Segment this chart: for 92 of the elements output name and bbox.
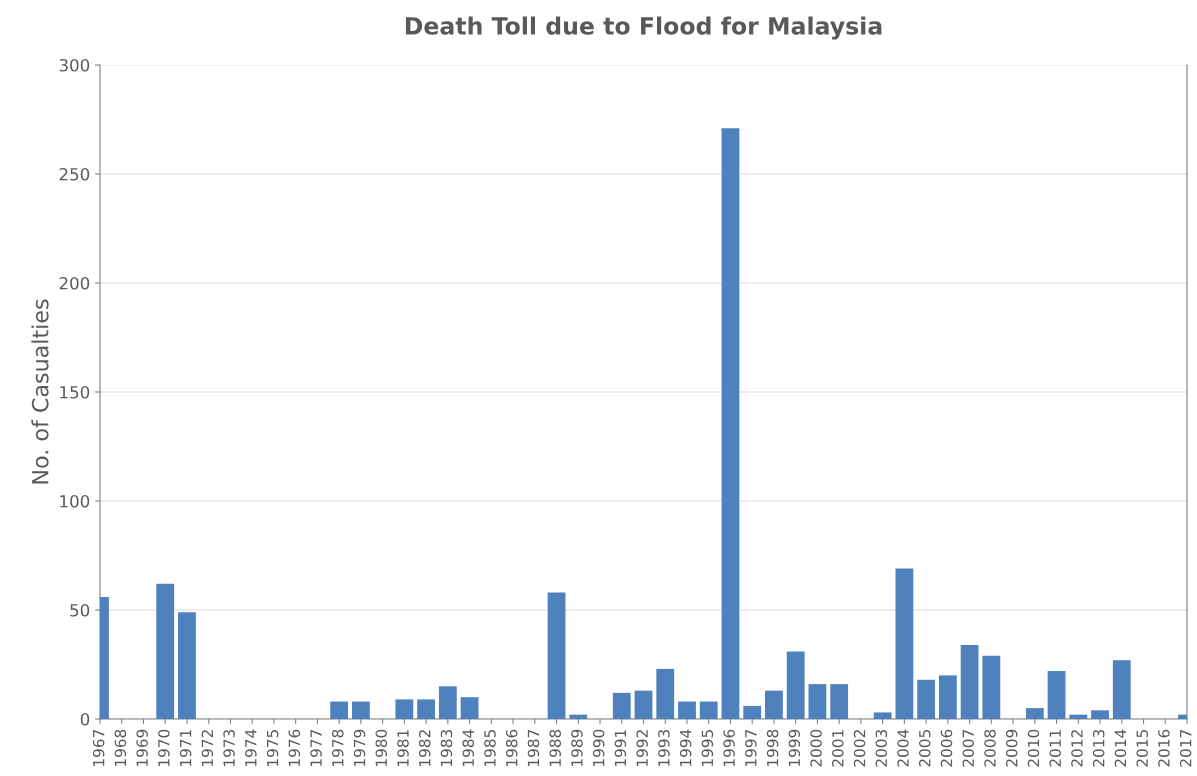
bar: [721, 128, 740, 719]
x-tick-label: 1986: [505, 729, 518, 766]
x-tick-label: 2002: [853, 730, 866, 767]
bar: [395, 699, 414, 719]
bar: [830, 684, 849, 719]
x-tick-label: 1983: [440, 729, 453, 766]
chart-title: Death Toll due to Flood for Malaysia: [405, 16, 882, 40]
bar: [982, 655, 1001, 719]
x-tick-label: 1969: [136, 729, 148, 766]
bar: [917, 679, 936, 719]
x-tick-label: 1995: [701, 730, 714, 766]
y-axis-title: No. of Casualties: [31, 299, 49, 484]
x-tick-label: 1975: [266, 730, 279, 766]
x-tick-label: 1978: [332, 729, 344, 766]
bar: [1025, 708, 1044, 719]
x-tick-label: 2004: [897, 729, 909, 767]
bar: [895, 568, 914, 719]
x-tick-label: 2016: [1158, 729, 1170, 767]
x-tick-label: 1998: [766, 729, 779, 766]
bar: [656, 668, 675, 719]
x-tick-label: 2017: [1179, 730, 1192, 767]
bar: [438, 686, 457, 719]
x-tick-label: 2008: [984, 729, 996, 767]
x-tick-label: 2015: [1136, 730, 1148, 767]
bar: [178, 612, 196, 719]
y-tick-label: 100: [60, 494, 90, 508]
bar: [743, 705, 762, 719]
bar: [634, 690, 653, 719]
bar: [1069, 714, 1088, 719]
x-tick-label: 1967: [92, 730, 105, 766]
bar: [569, 714, 588, 719]
x-tick-label: 2003: [875, 729, 888, 767]
x-tick-label: 1968: [114, 729, 127, 766]
x-tick-label: 2012: [1071, 730, 1083, 767]
bar: [808, 684, 827, 719]
x-tick-label: 1973: [223, 729, 235, 766]
bar: [1112, 660, 1131, 719]
bar: [678, 701, 696, 719]
bar: [156, 583, 175, 719]
bar: [938, 675, 957, 719]
bar: [699, 701, 718, 719]
x-tick-label: 1987: [527, 730, 540, 766]
x-tick-label: 1981: [397, 730, 409, 766]
bar: [460, 697, 479, 719]
x-tick-label: 1976: [288, 729, 301, 766]
x-tick-label: 1970: [158, 729, 170, 766]
x-tick-label: 1997: [745, 730, 757, 766]
bar: [612, 692, 631, 719]
x-tick-label: 1979: [353, 729, 366, 766]
x-tick-label: 1985: [484, 730, 496, 766]
x-tick-label: 1974: [245, 729, 257, 766]
y-tick-label: 250: [59, 167, 90, 181]
x-tick-label: 2005: [919, 730, 931, 767]
x-tick-label: 2014: [1114, 729, 1127, 767]
x-tick-label: 1993: [658, 729, 670, 766]
x-tick-label: 2007: [962, 730, 975, 767]
bar: [765, 690, 783, 719]
y-tick-label: 300: [59, 58, 90, 72]
x-tick-label: 1988: [549, 729, 561, 766]
x-tick-label: 1992: [636, 730, 648, 766]
x-tick-label: 2001: [832, 730, 844, 767]
x-tick-label: 1984: [462, 729, 475, 766]
x-tick-label: 2006: [940, 729, 953, 767]
x-tick-label: 1977: [310, 730, 322, 766]
y-tick-label: 50: [70, 603, 90, 617]
x-tick-label: 1971: [179, 730, 192, 766]
x-tick-label: 2009: [1005, 729, 1018, 767]
bar: [1047, 671, 1066, 719]
x-tick-label: 2010: [1027, 729, 1040, 767]
x-tick-label: 1982: [418, 730, 431, 766]
x-tick-label: 1989: [571, 729, 583, 766]
bar: [786, 651, 805, 719]
x-tick-label: 1994: [679, 729, 692, 766]
x-tick-label: 1972: [201, 730, 214, 766]
x-tick-label: 2011: [1049, 730, 1061, 767]
y-tick-label: 200: [59, 276, 90, 290]
x-tick-label: 2000: [810, 729, 822, 767]
x-tick-label: 1980: [375, 729, 388, 766]
x-tick-label: 1999: [788, 729, 801, 766]
bar: [547, 592, 566, 719]
bar: [330, 701, 349, 719]
bar: [1091, 710, 1109, 719]
y-tick-label: 150: [60, 385, 90, 399]
bar: [417, 699, 436, 719]
x-tick-label: 1991: [614, 730, 627, 766]
y-tick-label: 0: [80, 712, 90, 726]
bar: [873, 712, 892, 719]
bar: [351, 701, 370, 719]
x-tick-label: 1996: [723, 729, 735, 766]
bar: [960, 644, 979, 719]
x-tick-label: 2013: [1092, 729, 1105, 767]
x-tick-label: 1990: [592, 729, 605, 766]
